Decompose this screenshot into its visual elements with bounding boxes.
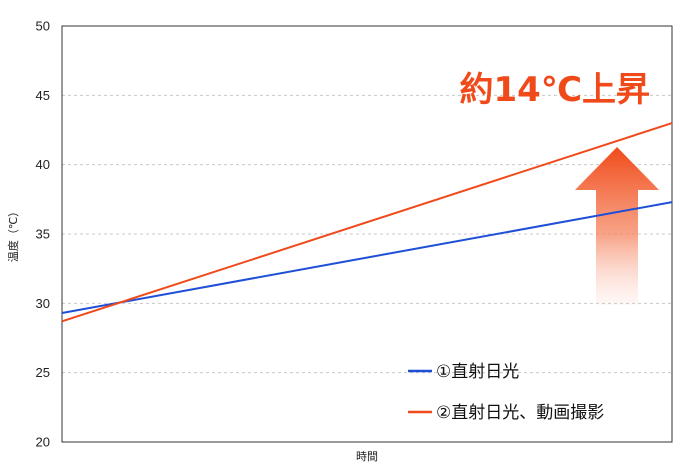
increase-annotation: 約14℃上昇 bbox=[460, 70, 651, 110]
series-lines bbox=[61, 122, 673, 323]
legend-label-series-2: ②直射日光、動画撮影 bbox=[436, 403, 604, 423]
y-tick-label: 50 bbox=[36, 19, 50, 34]
y-tick-label: 20 bbox=[36, 435, 50, 450]
y-tick-label: 30 bbox=[36, 296, 50, 311]
y-axis-ticks: 20 25 30 35 40 45 50 bbox=[36, 19, 50, 450]
y-axis-label: 温度（℃） bbox=[6, 206, 20, 262]
y-tick-label: 45 bbox=[36, 88, 50, 103]
plot-area-frame bbox=[61, 25, 673, 443]
y-tick-label: 40 bbox=[36, 157, 50, 172]
legend: ①直射日光 ②直射日光、動画撮影 bbox=[408, 362, 604, 423]
gridlines bbox=[62, 94, 672, 374]
x-axis-label: 時間 bbox=[356, 450, 378, 463]
increase-arrow-icon bbox=[575, 147, 659, 305]
y-tick-label: 35 bbox=[36, 227, 50, 242]
series-line-2 bbox=[61, 122, 673, 323]
series-line-1 bbox=[61, 201, 673, 315]
legend-label-series-1: ①直射日光 bbox=[436, 362, 519, 382]
y-tick-label: 25 bbox=[36, 365, 50, 380]
